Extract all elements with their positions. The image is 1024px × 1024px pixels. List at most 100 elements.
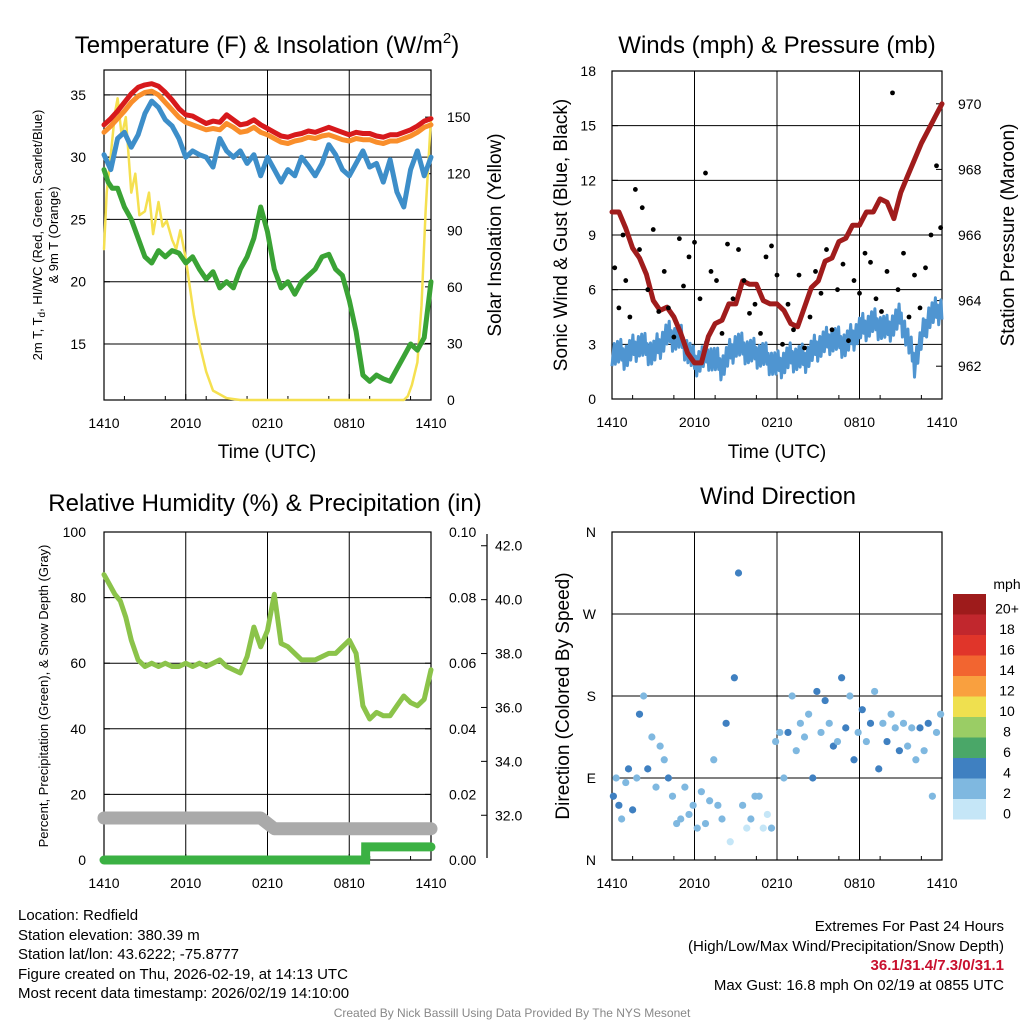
gust-point bbox=[769, 243, 774, 249]
gust-point bbox=[730, 296, 736, 302]
legend-swatch bbox=[953, 594, 986, 615]
y-tick-label: 35 bbox=[70, 87, 86, 103]
gust-point bbox=[671, 334, 677, 340]
direction-point bbox=[640, 692, 648, 700]
series-line-snow-depth bbox=[97, 811, 438, 836]
gust-point bbox=[637, 247, 642, 252]
direction-point bbox=[924, 719, 932, 727]
y-tick-label: 15 bbox=[580, 118, 596, 134]
gust-point bbox=[665, 305, 671, 311]
y-tick-label: N bbox=[586, 524, 596, 540]
x-tick-label: 1410 bbox=[88, 875, 119, 891]
legend-swatch bbox=[953, 655, 986, 676]
y-tick-label: 6 bbox=[588, 282, 596, 298]
gust-point bbox=[676, 236, 682, 242]
direction-point bbox=[792, 747, 800, 755]
direction-point bbox=[809, 774, 817, 782]
gust-point bbox=[846, 338, 851, 344]
gust-point bbox=[623, 278, 629, 283]
direction-point bbox=[842, 724, 850, 732]
y2-axis-label: Solar Insolation (Yellow) bbox=[485, 133, 506, 336]
y-tick-label: 100 bbox=[63, 524, 87, 540]
x-tick-label: 0810 bbox=[334, 875, 365, 891]
y2-axis-label: Station Pressure (Maroon) bbox=[998, 124, 1019, 347]
x-tick-label: 1410 bbox=[88, 415, 119, 431]
gust-point bbox=[796, 272, 802, 278]
x-tick-label: 2010 bbox=[679, 414, 710, 430]
direction-point bbox=[706, 797, 714, 805]
elevation-text: Station elevation: 380.39 m bbox=[18, 926, 200, 944]
direction-point bbox=[788, 692, 796, 700]
y3-tick-label: 42.0 bbox=[495, 538, 522, 554]
direction-point bbox=[821, 696, 829, 705]
direction-point bbox=[928, 792, 936, 800]
gust-point bbox=[692, 239, 697, 245]
y-tick-label: S bbox=[587, 688, 596, 704]
direction-point bbox=[673, 819, 681, 828]
direction-point bbox=[800, 733, 809, 741]
direction-point bbox=[879, 719, 887, 727]
direction-point bbox=[866, 719, 875, 727]
direction-point bbox=[615, 801, 623, 809]
x-tick-label: 1410 bbox=[596, 414, 627, 430]
legend-label: 20+ bbox=[995, 601, 1019, 617]
x-tick-label: 1410 bbox=[926, 414, 957, 430]
direction-point bbox=[912, 756, 920, 764]
gust-point bbox=[747, 310, 752, 316]
series-line-precipitation bbox=[99, 842, 436, 865]
direction-point bbox=[730, 674, 738, 682]
legend-title: mph bbox=[993, 576, 1020, 592]
direction-point bbox=[920, 747, 928, 755]
direction-point bbox=[772, 737, 780, 746]
legend-swatch bbox=[953, 717, 986, 738]
y-tick-label: 30 bbox=[70, 149, 86, 165]
y-tick-label: 80 bbox=[70, 590, 86, 606]
recent-text: Most recent data timestamp: 2026/02/19 1… bbox=[18, 985, 350, 1002]
direction-point bbox=[743, 824, 751, 832]
latlon-text: Station lat/lon: 43.6222; -75.8777 bbox=[18, 946, 240, 963]
legend-label: 12 bbox=[999, 683, 1015, 699]
station-info: Location: Redfield Station elevation: 38… bbox=[18, 906, 349, 1004]
temperature-panel: 1410 2010 0210 0810 1410 15 20 25 30 35 0 30 60 90 120… bbox=[30, 30, 506, 463]
title-end: ) bbox=[451, 32, 459, 59]
direction-point bbox=[664, 774, 672, 782]
y3-tick-label: 40.0 bbox=[495, 592, 522, 608]
direction-point bbox=[635, 710, 644, 718]
direction-point bbox=[710, 756, 718, 764]
max-gust-text: Max Gust: 16.8 mph On 02/19 at 0855 UTC bbox=[713, 976, 1004, 994]
legend-label: 14 bbox=[999, 662, 1015, 678]
series-line-9m-t bbox=[101, 88, 434, 146]
y-axis-label-line1: 2m T, Td, HI/WC (Red, Green, Scarlet/Blu… bbox=[30, 110, 48, 361]
y2-tick-label: 0.00 bbox=[449, 852, 476, 868]
x-tick-label: 1410 bbox=[415, 415, 446, 431]
gust-point bbox=[741, 278, 747, 283]
gust-point bbox=[928, 232, 934, 238]
x-tick-label: 0810 bbox=[844, 414, 875, 430]
x-tick-label: 0810 bbox=[334, 415, 365, 431]
created-text: Figure created on Thu, 2026-02-19, at 14… bbox=[18, 965, 348, 983]
gust-point bbox=[890, 90, 895, 96]
title-main: Temperature (F) & Insolation (W/m bbox=[75, 32, 443, 59]
direction-point bbox=[609, 792, 617, 800]
x-tick-label: 0210 bbox=[761, 875, 792, 891]
x-tick-label: 2010 bbox=[170, 875, 201, 891]
gust-point bbox=[645, 287, 651, 293]
direction-point bbox=[763, 810, 771, 819]
direction-point bbox=[755, 792, 763, 800]
y2-tick-label: 970 bbox=[958, 96, 982, 112]
gust-point bbox=[708, 269, 714, 274]
series-line-2m-t bbox=[101, 81, 434, 140]
y-axis-label: Direction (Colored By Speed) bbox=[553, 572, 574, 819]
direction-point bbox=[685, 810, 693, 819]
legend-swatch bbox=[953, 799, 986, 820]
direction-point bbox=[805, 710, 813, 718]
x-tick-label: 0210 bbox=[761, 414, 792, 430]
direction-point bbox=[908, 724, 916, 732]
x-axis-label: Time (UTC) bbox=[218, 442, 317, 463]
gust-point bbox=[774, 272, 780, 278]
direction-point bbox=[784, 728, 792, 737]
y3-tick-label: 38.0 bbox=[495, 646, 522, 662]
y-tick-label: 25 bbox=[70, 211, 86, 227]
y2-tick-label: 0.02 bbox=[449, 786, 476, 802]
